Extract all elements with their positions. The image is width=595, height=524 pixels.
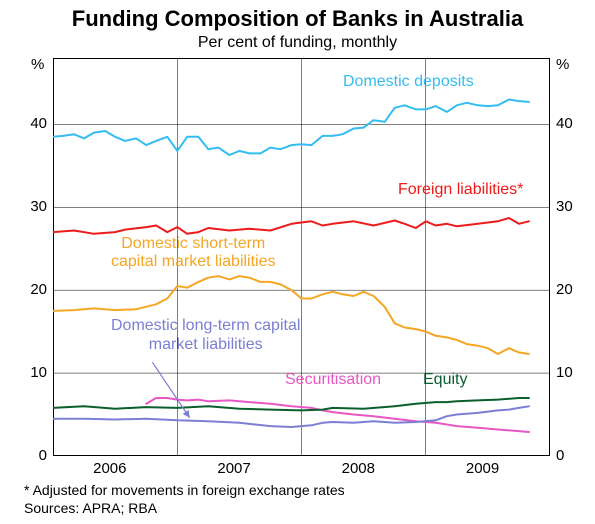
ytick-left: 30 (21, 198, 47, 215)
series-label-domestic_short_term: Domestic short-termcapital market liabil… (111, 235, 276, 272)
series-label-foreign_liabilities: Foreign liabilities* (398, 181, 523, 199)
ytick-left: 0 (21, 447, 47, 464)
xtick: 2007 (217, 460, 250, 477)
ytick-right: 40 (556, 115, 573, 132)
chart-container: Funding Composition of Banks in Australi… (0, 0, 595, 524)
ytick-right: 30 (556, 198, 573, 215)
series-label-domestic_long_term: Domestic long-term capitalmarket liabili… (111, 317, 300, 354)
xtick: 2008 (342, 460, 375, 477)
ytick-right: 0 (556, 447, 564, 464)
ytick-right: 10 (556, 364, 573, 381)
ytick-left: 40 (21, 115, 47, 132)
xtick: 2009 (466, 460, 499, 477)
footnote-sources: Sources: APRA; RBA (24, 500, 157, 516)
series-label-equity: Equity (423, 371, 467, 389)
series-label-domestic_deposits: Domestic deposits (343, 73, 474, 91)
ytick-left: 20 (21, 281, 47, 298)
chart-title: Funding Composition of Banks in Australi… (0, 6, 595, 32)
ytick-right: 20 (556, 281, 573, 298)
chart-subtitle: Per cent of funding, monthly (0, 34, 595, 52)
xtick: 2006 (93, 460, 126, 477)
footnote-asterisk: * Adjusted for movements in foreign exch… (24, 482, 345, 498)
y-unit-right: % (556, 56, 569, 73)
series-label-securitisation: Securitisation (285, 371, 381, 389)
y-unit-left: % (31, 56, 44, 73)
ytick-left: 10 (21, 364, 47, 381)
